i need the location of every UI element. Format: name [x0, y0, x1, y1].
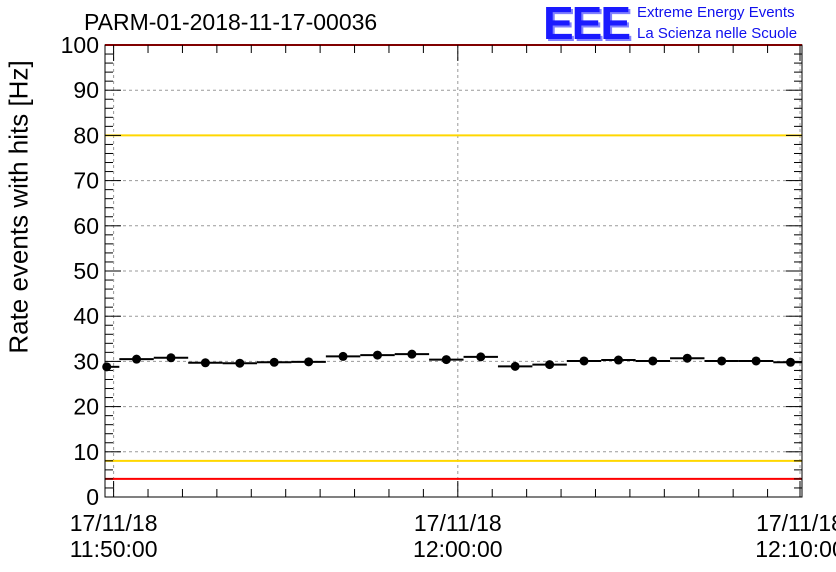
data-point [476, 352, 486, 362]
data-point [338, 351, 348, 361]
y-tick-label: 90 [73, 77, 99, 103]
data-point [545, 360, 555, 370]
data-point [682, 353, 692, 363]
y-tick-label: 30 [73, 348, 99, 374]
data-point [407, 349, 417, 359]
y-tick-label: 50 [73, 258, 99, 284]
x-tick-label-time: 11:50:00 [70, 536, 158, 562]
y-tick-label: 40 [73, 303, 99, 329]
y-tick-label: 80 [73, 122, 99, 148]
reference-lines [105, 44, 802, 480]
logo-line-2: La Scienza nelle Scuole [637, 25, 798, 42]
data-point [372, 350, 382, 360]
data-point [579, 356, 589, 366]
axis-ticks [105, 44, 802, 498]
data-point [102, 362, 112, 372]
y-tick-label: 100 [61, 32, 99, 58]
x-tick-label-date: 17/11/18 [756, 510, 836, 536]
data-point [648, 356, 658, 366]
data-point [751, 356, 761, 366]
y-tick-label: 0 [86, 484, 99, 510]
x-tick-labels: 17/11/1811:50:0017/11/1812:00:0017/11/18… [70, 510, 836, 562]
x-tick-label-time: 12:10:00 [755, 536, 836, 562]
x-tick-label-date: 17/11/18 [70, 510, 158, 536]
data-point [166, 353, 176, 363]
data-point [786, 357, 796, 367]
logo-mark: EEE [543, 0, 631, 49]
data-point [613, 355, 623, 365]
y-tick-label: 70 [73, 168, 99, 194]
data-point [510, 361, 520, 371]
logo-line-1: Extreme Energy Events [637, 4, 795, 21]
chart-title: PARM-01-2018-11-17-00036 [84, 9, 378, 35]
y-tick-label: 60 [73, 213, 99, 239]
data-point [269, 357, 279, 367]
data-point [717, 356, 727, 366]
data-point [235, 358, 245, 368]
data-point [441, 355, 451, 365]
data-point [304, 357, 314, 367]
data-point [200, 358, 210, 368]
data-point [132, 354, 142, 364]
y-tick-label: 10 [73, 439, 99, 465]
eee-logo: EEE Extreme Energy Events La Scienza nel… [540, 0, 836, 49]
y-tick-labels: 0 10 20 30 40 50 60 70 80 90 100 [61, 32, 99, 510]
y-tick-label: 20 [73, 394, 99, 420]
x-tick-label-date: 17/11/18 [414, 510, 502, 536]
x-tick-label-time: 12:00:00 [413, 536, 503, 562]
y-axis-label: Rate events with hits [Hz] [3, 60, 34, 354]
data-points [102, 349, 802, 372]
grid [105, 45, 802, 497]
